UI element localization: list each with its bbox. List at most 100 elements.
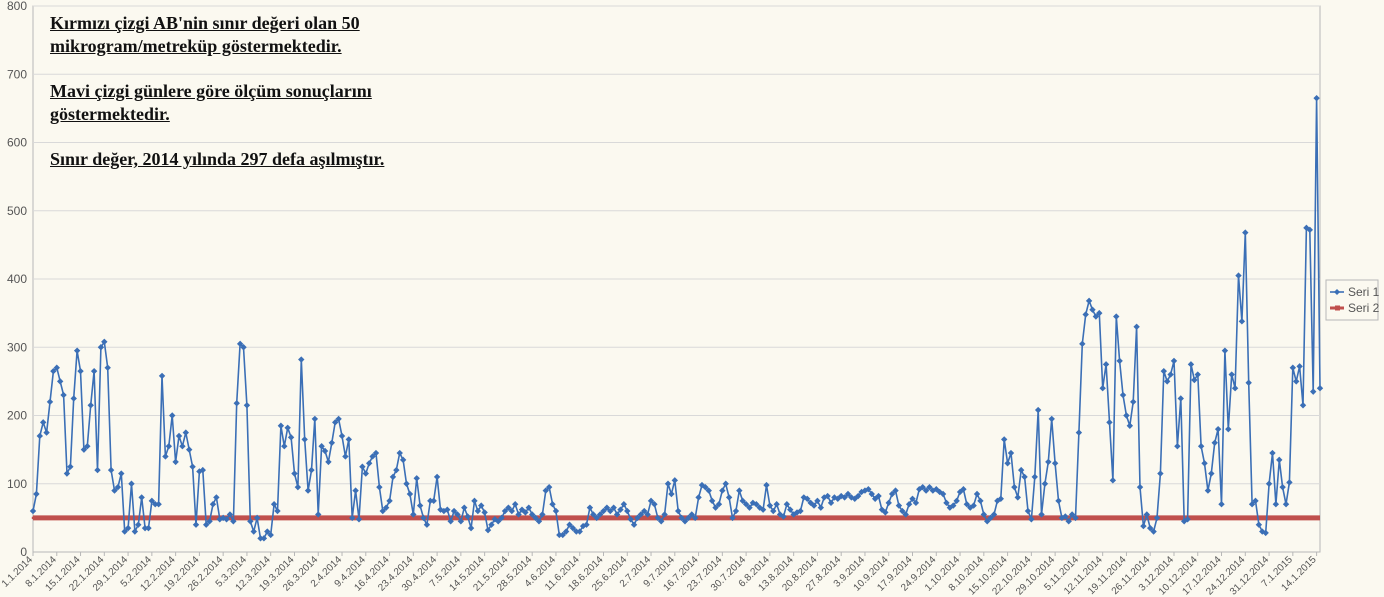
series1-marker — [234, 400, 240, 406]
series1-marker — [1188, 361, 1194, 367]
series1-marker — [179, 443, 185, 449]
series2-marker — [310, 517, 312, 519]
series2-marker — [894, 517, 896, 519]
series1-marker — [329, 440, 335, 446]
series2-marker — [942, 517, 944, 519]
series1-marker — [1235, 272, 1241, 278]
series2-marker — [283, 517, 285, 519]
series2-marker — [1315, 517, 1317, 519]
series1-marker — [726, 494, 732, 500]
series2-marker — [59, 517, 61, 519]
series2-marker — [93, 517, 95, 519]
series1-marker — [1300, 402, 1306, 408]
series1-marker — [1035, 407, 1041, 413]
series1-marker — [295, 484, 301, 490]
series2-marker — [670, 517, 672, 519]
series2-marker — [915, 517, 917, 519]
series2-marker — [921, 517, 923, 519]
series2-marker — [514, 517, 516, 519]
series1-marker — [1205, 487, 1211, 493]
series1-marker — [359, 463, 365, 469]
series1-marker — [312, 416, 318, 422]
series1-marker — [94, 467, 100, 473]
series1-marker — [176, 433, 182, 439]
series1-marker — [1178, 395, 1184, 401]
series1-marker — [1167, 371, 1173, 377]
series2-marker — [113, 517, 115, 519]
series2-marker — [582, 517, 584, 519]
series1-marker — [1116, 358, 1122, 364]
y-tick-label: 100 — [7, 477, 27, 491]
series2-marker — [820, 517, 822, 519]
series1-marker — [695, 494, 701, 500]
series1-marker — [298, 356, 304, 362]
series2-marker — [453, 517, 455, 519]
annotation-red-line: Kırmızı çizgi AB'nin sınır değeri olan 5… — [50, 12, 470, 57]
series2-marker — [562, 517, 564, 519]
series2-marker — [1268, 517, 1270, 519]
y-tick-label: 500 — [7, 204, 27, 218]
series1-marker — [424, 522, 430, 528]
series1-marker — [291, 470, 297, 476]
series1-marker — [138, 494, 144, 500]
series1-marker — [1279, 484, 1285, 490]
series1-marker — [1174, 443, 1180, 449]
series2-marker — [188, 517, 190, 519]
series1-marker — [1273, 501, 1279, 507]
series1-marker — [1157, 470, 1163, 476]
series1-marker — [193, 522, 199, 528]
series2-marker — [399, 517, 401, 519]
series2-marker — [854, 517, 856, 519]
series1-marker — [1276, 457, 1282, 463]
series2-marker — [1010, 517, 1012, 519]
legend-label-1: Seri 1 — [1348, 285, 1380, 299]
series1-marker — [1296, 363, 1302, 369]
series2-marker — [738, 517, 740, 519]
series1-marker — [431, 498, 437, 504]
series2-marker — [860, 517, 862, 519]
series1-marker — [91, 368, 97, 374]
series2-marker — [1166, 517, 1168, 519]
series1-marker — [1032, 474, 1038, 480]
y-tick-label: 200 — [7, 409, 27, 423]
series1-marker — [1082, 311, 1088, 317]
series2-marker — [405, 517, 407, 519]
series2-marker — [589, 517, 591, 519]
series1-marker — [1208, 470, 1214, 476]
series2-marker — [704, 517, 706, 519]
series1-marker — [1099, 385, 1105, 391]
series1-marker — [709, 498, 715, 504]
series1-marker — [71, 395, 77, 401]
series2-marker — [969, 517, 971, 519]
series2-marker — [955, 517, 957, 519]
series2-marker — [365, 517, 367, 519]
y-tick-label: 800 — [7, 0, 27, 13]
series2-marker — [1214, 517, 1216, 519]
series1-marker — [30, 508, 36, 514]
legend: Seri 1Seri 2 — [1326, 280, 1380, 320]
series1-marker — [1120, 392, 1126, 398]
series1-marker — [57, 378, 63, 384]
series2-marker — [996, 517, 998, 519]
series1-marker — [37, 433, 43, 439]
series2-marker — [840, 517, 842, 519]
series2-marker — [202, 517, 204, 519]
series2-marker — [1234, 517, 1236, 519]
series2-marker — [487, 517, 489, 519]
series2-marker — [1254, 517, 1256, 519]
series1-marker — [1133, 324, 1139, 330]
series2-marker — [1247, 517, 1249, 519]
series1-marker — [301, 436, 307, 442]
series1-marker — [60, 392, 66, 398]
series2-marker — [392, 517, 394, 519]
series2-marker — [1139, 517, 1141, 519]
series2-marker — [949, 517, 951, 519]
series1-marker — [1313, 95, 1319, 101]
series2-marker — [1309, 517, 1311, 519]
series2-marker — [344, 517, 346, 519]
y-tick-label: 600 — [7, 136, 27, 150]
series1-marker — [1229, 371, 1235, 377]
series2-marker — [745, 517, 747, 519]
series2-marker — [711, 517, 713, 519]
series2-marker — [752, 517, 754, 519]
